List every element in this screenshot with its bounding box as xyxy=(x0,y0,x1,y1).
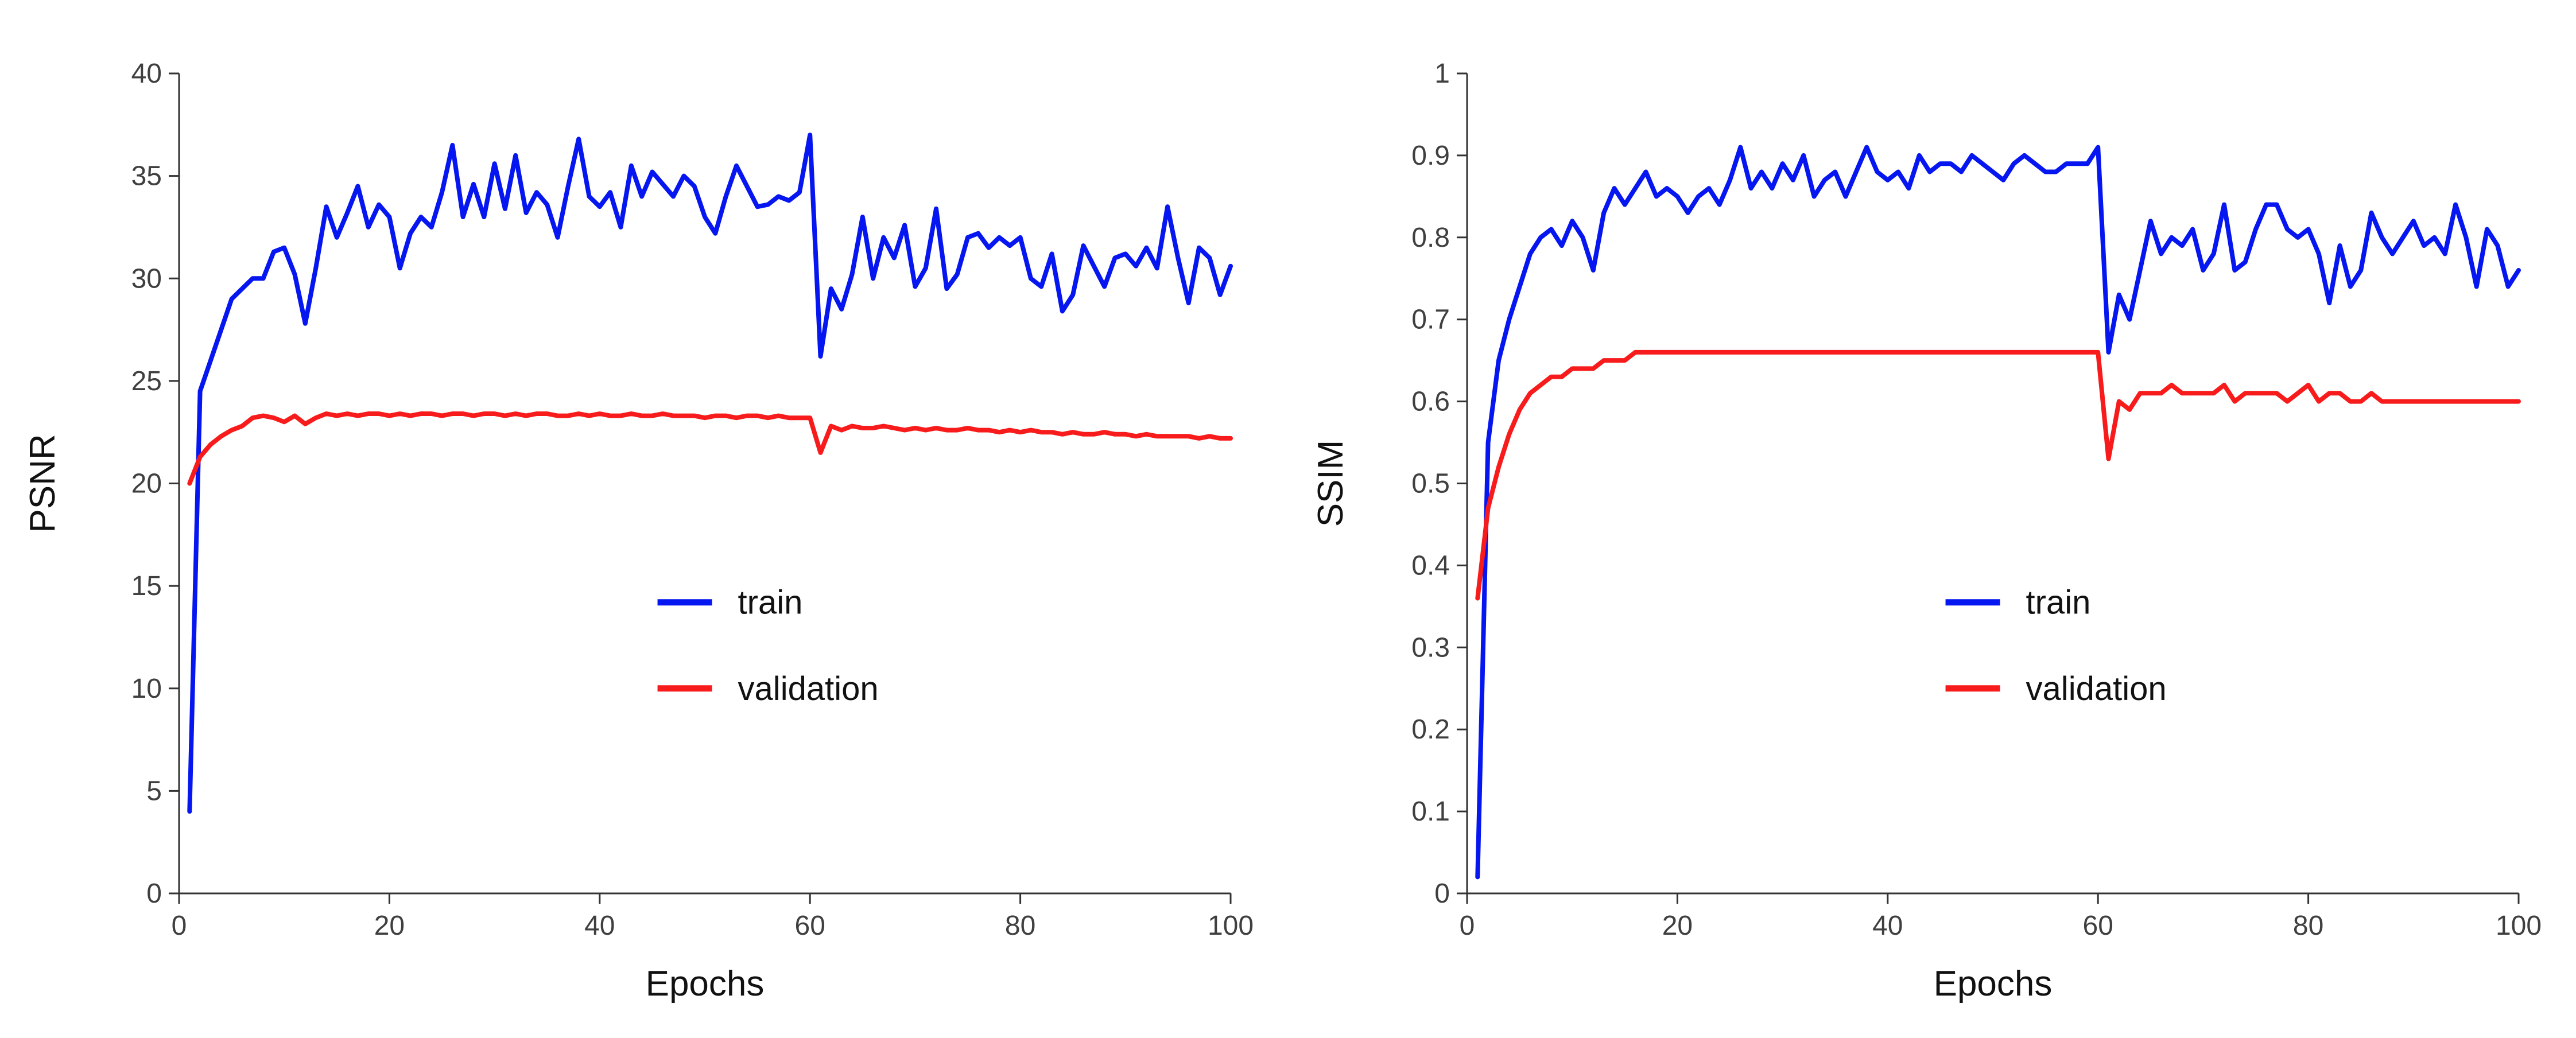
y-tick-label: 10 xyxy=(131,674,162,704)
legend-label-train: train xyxy=(738,584,803,621)
y-tick-label: 0 xyxy=(1434,878,1450,909)
y-tick-label: 30 xyxy=(131,263,162,294)
x-tick-label: 100 xyxy=(1208,911,1254,941)
y-axis-label: SSIM xyxy=(1311,440,1351,527)
legend-label-validation: validation xyxy=(2026,670,2167,707)
series-train-line xyxy=(187,133,1233,814)
legend-label-validation: validation xyxy=(738,670,879,707)
legend-label-train: train xyxy=(2026,584,2091,621)
y-tick-label: 0.1 xyxy=(1411,796,1450,827)
x-tick-label: 20 xyxy=(374,911,405,941)
y-tick-label: 0.2 xyxy=(1411,714,1450,745)
y-tick-label: 35 xyxy=(131,161,162,192)
ssim-chart: 0 20 40 60 80 100 0 0.1 0.2 0.3 0.4 0.5 0.6 0.7 0.8 0.9… xyxy=(1311,59,2542,1004)
x-axis-label: Epochs xyxy=(646,964,765,1004)
y-tick-label: 0.3 xyxy=(1411,632,1450,663)
y-tick-label: 1 xyxy=(1434,59,1450,89)
y-tick-label: 0.5 xyxy=(1411,469,1450,499)
y-tick-label: 0.9 xyxy=(1411,141,1450,171)
legend: train validation xyxy=(1945,584,2167,707)
x-axis-label: Epochs xyxy=(1934,964,2053,1004)
y-tick-label: 25 xyxy=(131,366,162,396)
series-validation-line xyxy=(187,411,1233,486)
x-tick-label: 40 xyxy=(584,911,615,941)
psnr-chart-panel: 0 20 40 60 80 100 0 5 10 15 20 25 30 35 40 Epochs PSNR tr… xyxy=(23,59,1254,1004)
x-tick-label: 60 xyxy=(795,911,825,941)
y-tick-label: 0 xyxy=(146,878,162,909)
y-tick-label: 0.8 xyxy=(1411,223,1450,253)
y-tick-label: 0.6 xyxy=(1411,387,1450,417)
x-tick-label: 0 xyxy=(1460,911,1475,941)
x-tick-label: 80 xyxy=(2293,911,2323,941)
y-tick-label: 15 xyxy=(131,571,162,601)
x-tick-label: 60 xyxy=(2083,911,2113,941)
x-tick-label: 100 xyxy=(2496,911,2542,941)
y-tick-label: 5 xyxy=(146,776,162,806)
x-tick-label: 80 xyxy=(1005,911,1035,941)
ssim-chart-panel: 0 20 40 60 80 100 0 0.1 0.2 0.3 0.4 0.5 0.6 0.7 0.8 0.9… xyxy=(1288,0,2576,1038)
psnr-chart: 0 20 40 60 80 100 0 5 10 15 20 25 30 35 40 Epochs PSNR tr… xyxy=(23,59,1254,1004)
legend: train validation xyxy=(657,584,879,707)
series-train-line xyxy=(1475,145,2521,880)
y-tick-label: 0.4 xyxy=(1411,550,1450,581)
y-tick-label: 40 xyxy=(131,59,162,89)
y-axis-label: PSNR xyxy=(23,434,63,532)
y-tick-label: 0.7 xyxy=(1411,305,1450,335)
x-tick-label: 0 xyxy=(172,911,187,941)
y-tick-label: 20 xyxy=(131,469,162,499)
x-tick-label: 40 xyxy=(1872,911,1903,941)
series-validation-line xyxy=(1475,349,2521,601)
x-tick-label: 20 xyxy=(1662,911,1693,941)
